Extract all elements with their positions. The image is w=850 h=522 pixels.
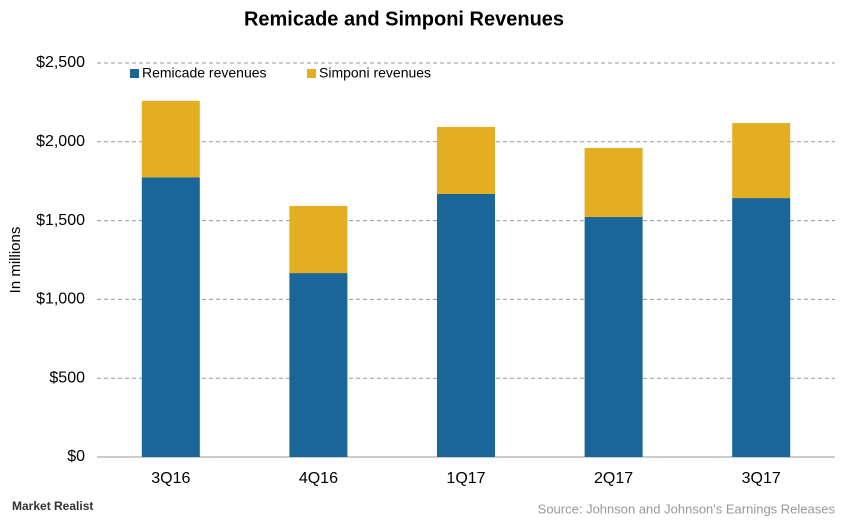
bar-segment — [289, 273, 348, 457]
bar-segment — [437, 193, 495, 457]
bar-segment — [584, 216, 643, 457]
x-tick-label: 1Q17 — [446, 470, 485, 487]
legend-swatch — [130, 69, 139, 78]
bar-segment — [437, 126, 495, 194]
y-tick-label: $2,000 — [36, 133, 85, 150]
legend-swatch — [307, 69, 316, 78]
y-tick-label: $1,000 — [36, 291, 85, 308]
source: Source: Johnson and Johnson's Earnings R… — [538, 501, 836, 516]
bar-segment — [141, 177, 200, 457]
bar-segment — [732, 198, 791, 457]
y-axis-label: In millions — [7, 227, 24, 294]
x-tick-label: 4Q16 — [299, 470, 338, 487]
bar-segment — [584, 147, 643, 217]
brand: Market Realist — [12, 499, 93, 513]
y-tick-label: $500 — [49, 369, 85, 386]
legend-label: Remicade revenues — [142, 65, 267, 81]
bar-segment — [141, 100, 200, 178]
y-tick-label: $1,500 — [36, 212, 85, 229]
chart-title: Remicade and Simponi Revenues — [244, 8, 564, 30]
legend-label: Simponi revenues — [319, 65, 431, 81]
x-tick-label: 3Q17 — [742, 470, 781, 487]
x-tick-label: 3Q16 — [151, 470, 190, 487]
x-tick-label: 2Q17 — [594, 470, 633, 487]
y-tick-label: $2,500 — [36, 54, 85, 71]
bar-segment — [289, 205, 348, 274]
bar-segment — [732, 123, 791, 199]
y-tick-label: $0 — [67, 448, 85, 465]
